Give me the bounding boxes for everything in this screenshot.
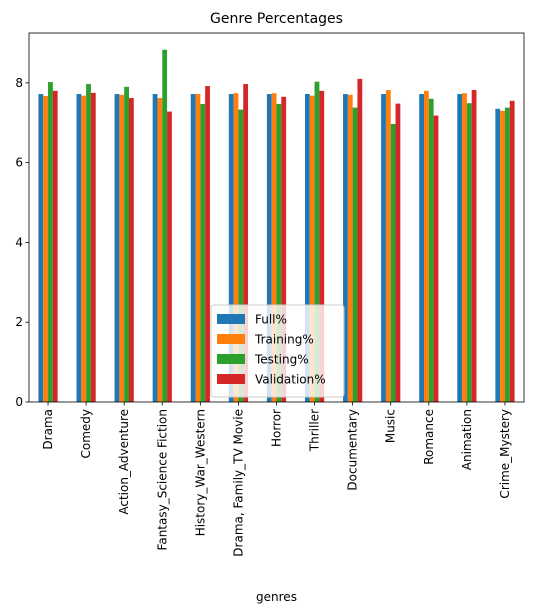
bar-validation-7: [319, 90, 325, 402]
bar-full-6: [266, 94, 272, 402]
x-tick-label: Thriller: [308, 409, 322, 452]
bar-training-5: [233, 93, 239, 402]
y-tick-label: 6: [15, 156, 23, 170]
legend-swatch: [217, 354, 245, 364]
legend-swatch: [217, 314, 245, 324]
x-tick-label: History_War_Western: [193, 409, 207, 536]
bar-training-0: [43, 96, 49, 403]
bar-testing-5: [238, 109, 244, 402]
bar-training-9: [385, 90, 391, 402]
bars-group: [38, 49, 515, 403]
legend-label: Validation%: [255, 373, 326, 387]
legend-label: Training%: [254, 333, 314, 347]
x-tick-label: Action_Adventure: [117, 409, 131, 515]
bar-training-12: [500, 110, 505, 403]
bar-validation-10: [433, 115, 439, 402]
bar-full-10: [419, 94, 425, 402]
bar-testing-4: [200, 104, 206, 402]
x-tick-label: Music: [384, 409, 398, 443]
legend-swatch: [217, 334, 245, 344]
bar-training-11: [462, 93, 467, 402]
bar-validation-5: [243, 84, 249, 403]
bar-training-3: [157, 98, 163, 403]
bar-full-0: [38, 94, 44, 402]
bar-testing-9: [390, 123, 396, 402]
bar-full-3: [152, 94, 158, 402]
bar-full-4: [190, 94, 196, 402]
bar-testing-11: [466, 103, 472, 403]
x-tick-label: Comedy: [79, 409, 93, 459]
plot-frame: [28, 32, 525, 403]
bar-full-8: [343, 94, 348, 402]
bar-validation-12: [509, 100, 515, 402]
x-axis-label: genres: [256, 590, 297, 604]
y-tick-label: 8: [15, 76, 23, 90]
bar-testing-1: [86, 84, 91, 403]
bar-validation-2: [128, 98, 134, 403]
legend-label: Testing%: [254, 353, 309, 367]
x-tick-label: Fantasy_Science Fiction: [155, 409, 169, 550]
bar-validation-0: [52, 90, 58, 402]
y-tick-label: 0: [15, 395, 23, 409]
x-tick-label: Romance: [422, 409, 436, 465]
bar-testing-12: [504, 107, 510, 402]
bar-testing-2: [124, 86, 129, 402]
bar-validation-1: [90, 92, 96, 403]
legend-swatch: [217, 374, 245, 384]
x-tick-label: Drama: [41, 409, 55, 450]
bar-training-4: [195, 94, 201, 402]
bar-training-7: [309, 95, 315, 402]
x-tick-label: Crime_Mystery: [498, 409, 512, 499]
bar-training-10: [424, 90, 429, 402]
y-axis: 0 2 4 6 8: [15, 76, 29, 409]
bar-testing-7: [314, 81, 320, 403]
bar-validation-11: [471, 90, 477, 402]
legend-label: Full%: [255, 313, 287, 327]
bar-validation-6: [281, 96, 287, 402]
chart-title: Genre Percentages: [210, 11, 343, 27]
bar-full-5: [228, 94, 234, 402]
legend: Full% Training% Testing% Validation%: [210, 304, 345, 398]
bar-training-1: [81, 95, 87, 402]
bar-testing-3: [162, 49, 168, 403]
x-tick-label: Documentary: [346, 409, 360, 491]
bar-validation-9: [395, 103, 401, 403]
bar-validation-4: [205, 86, 210, 402]
bar-full-11: [457, 94, 463, 402]
x-tick-label: Horror: [270, 409, 284, 447]
bar-validation-3: [167, 111, 172, 402]
bar-testing-8: [352, 107, 358, 402]
bar-testing-10: [428, 98, 434, 402]
bar-training-6: [271, 93, 277, 402]
bar-full-9: [381, 94, 386, 402]
bar-full-2: [114, 94, 120, 402]
y-tick-label: 4: [15, 235, 23, 249]
bar-training-2: [119, 94, 125, 403]
bar-full-7: [304, 94, 310, 402]
bar-training-8: [347, 94, 353, 403]
bar-full-12: [495, 108, 501, 403]
y-tick-label: 2: [15, 315, 23, 329]
x-tick-label: Animation: [460, 409, 474, 470]
bar-testing-0: [48, 82, 53, 403]
x-tick-label: Drama, Family_TV Movie: [231, 409, 245, 557]
bar-validation-8: [357, 78, 363, 403]
bar-full-1: [76, 94, 82, 402]
x-axis: Drama Comedy Action_Adventure Fantasy_Scien…: [41, 402, 512, 557]
bar-testing-6: [276, 104, 282, 402]
